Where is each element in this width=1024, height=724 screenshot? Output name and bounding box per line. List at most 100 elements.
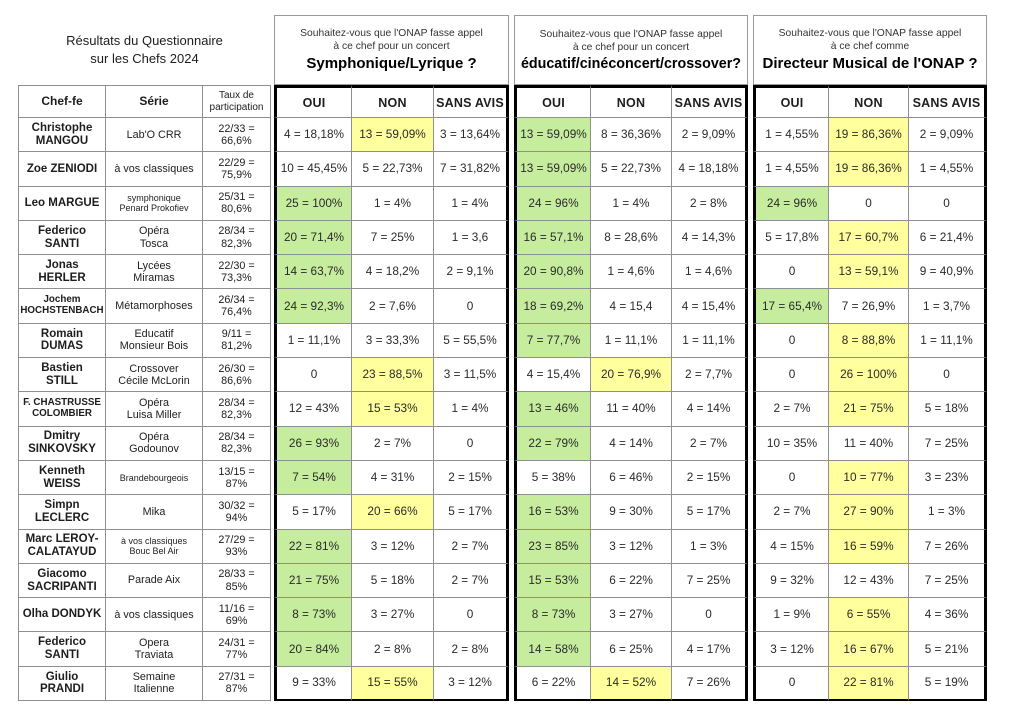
result-cell: 2 = 8%: [434, 632, 509, 667]
result-cell: 1 = 4,55%: [909, 152, 987, 187]
participation-rate: 11/16 = 69%: [203, 598, 271, 633]
result-cell: 4 = 15,4: [591, 289, 672, 324]
result-cell: 0: [434, 289, 509, 324]
result-cell: 5 = 17%: [434, 495, 509, 530]
serie-name: Métamorphoses: [106, 289, 203, 324]
chef-name: Simpn LECLERC: [18, 495, 106, 530]
result-cell: 12 = 43%: [274, 392, 352, 427]
result-cell: 21 = 75%: [274, 563, 352, 599]
page-title: Résultats du Questionnaire sur les Chefs…: [18, 14, 271, 85]
result-cell: 0: [274, 358, 352, 393]
result-cell: 1 = 4%: [591, 186, 672, 221]
result-cell: 1 = 3,7%: [909, 289, 987, 324]
chef-name: Leo MARGUE: [18, 186, 106, 221]
result-cell: 3 = 27%: [591, 598, 672, 633]
serie-name: Opera Traviata: [106, 632, 203, 667]
serie-name: Parade Aix: [106, 563, 203, 599]
participation-rate: 24/31 = 77%: [203, 632, 271, 667]
result-cell: 7 = 25%: [909, 563, 987, 599]
header-non-q3: NON: [829, 85, 909, 118]
result-cell: 16 = 53%: [514, 495, 591, 530]
result-cell: 16 = 57,1%: [514, 220, 591, 256]
result-cell: 7 = 26,9%: [829, 289, 909, 324]
serie-name: à vos classiques: [106, 598, 203, 633]
serie-name: Opéra Luisa Miller: [106, 392, 203, 427]
question-box-educatif: Souhaitez-vous que l'ONAP fasse appel à …: [514, 15, 748, 85]
result-cell: 1 = 11,1%: [672, 323, 748, 359]
serie-name: Educatif Monsieur Bois: [106, 323, 203, 359]
result-cell: 5 = 18%: [909, 392, 987, 427]
result-cell: 1 = 9%: [753, 598, 829, 633]
page-title-line1: Résultats du Questionnaire: [66, 32, 223, 48]
result-cell: 7 = 54%: [274, 460, 352, 496]
participation-rate: 28/34 = 82,3%: [203, 426, 271, 461]
result-cell: 15 = 53%: [352, 392, 434, 427]
question-box-directeur: Souhaitez-vous que l'ONAP fasse appel à …: [753, 15, 987, 85]
result-cell: 1 = 4%: [434, 392, 509, 427]
result-cell: 6 = 22%: [591, 563, 672, 599]
serie-name: Lycées Miramas: [106, 255, 203, 290]
participation-rate: 28/34 = 82,3%: [203, 220, 271, 256]
chef-name: Dmitry SINKOVSKY: [18, 426, 106, 461]
participation-rate: 22/33 = 66,6%: [203, 118, 271, 153]
participation-rate: 28/34 = 82,3%: [203, 392, 271, 427]
result-cell: 5 = 18%: [352, 563, 434, 599]
header-oui-q3: OUI: [753, 85, 829, 118]
serie-name: à vos classiques Bouc Bel Air: [106, 529, 203, 564]
serie-name: Opéra Godounov: [106, 426, 203, 461]
chef-name: Romain DUMAS: [18, 323, 106, 359]
result-cell: 4 = 14,3%: [672, 220, 748, 256]
result-cell: 8 = 73%: [514, 598, 591, 633]
chef-name: Kenneth WEISS: [18, 460, 106, 496]
result-cell: 3 = 12%: [591, 529, 672, 564]
result-cell: 22 = 81%: [829, 666, 909, 702]
serie-name: symphonique Penard Prokofiev: [106, 186, 203, 221]
result-cell: 7 = 25%: [672, 563, 748, 599]
result-cell: 2 = 15%: [434, 460, 509, 496]
result-cell: 0: [753, 255, 829, 290]
result-cell: 5 = 55,5%: [434, 323, 509, 359]
participation-rate: 9/11 = 81,2%: [203, 323, 271, 359]
result-cell: 14 = 58%: [514, 632, 591, 667]
serie-name: Mika: [106, 495, 203, 530]
result-cell: 5 = 22,73%: [591, 152, 672, 187]
result-cell: 14 = 52%: [591, 666, 672, 702]
result-cell: 18 = 69,2%: [514, 289, 591, 324]
result-cell: 13 = 59,1%: [829, 255, 909, 290]
result-cell: 7 = 25%: [352, 220, 434, 256]
result-cell: 12 = 43%: [829, 563, 909, 599]
result-cell: 2 = 15%: [672, 460, 748, 496]
result-cell: 10 = 35%: [753, 426, 829, 461]
result-cell: 25 = 100%: [274, 186, 352, 221]
header-non-q1: NON: [352, 85, 434, 118]
result-cell: 13 = 59,09%: [514, 152, 591, 187]
result-cell: 2 = 9,09%: [909, 118, 987, 153]
result-cell: 9 = 32%: [753, 563, 829, 599]
result-cell: 20 = 76,9%: [591, 358, 672, 393]
header-taux: Taux de participation: [203, 85, 271, 118]
result-cell: 2 = 7%: [434, 563, 509, 599]
result-cell: 21 = 75%: [829, 392, 909, 427]
result-cell: 7 = 77,7%: [514, 323, 591, 359]
result-cell: 7 = 25%: [909, 426, 987, 461]
result-cell: 26 = 93%: [274, 426, 352, 461]
result-cell: 3 = 12%: [753, 632, 829, 667]
question3-line1: Souhaitez-vous que l'ONAP fasse appel: [778, 28, 962, 39]
result-cell: 6 = 21,4%: [909, 220, 987, 256]
result-cell: 4 = 15%: [753, 529, 829, 564]
result-cell: 5 = 22,73%: [352, 152, 434, 187]
result-cell: 2 = 9,1%: [434, 255, 509, 290]
result-cell: 17 = 60,7%: [829, 220, 909, 256]
participation-rate: 27/31 = 87%: [203, 666, 271, 702]
chef-name: Olha DONDYK: [18, 598, 106, 633]
header-oui-q1: OUI: [274, 85, 352, 118]
header-sans-avis-q2: SANS AVIS: [672, 85, 748, 118]
participation-rate: 28/33 = 85%: [203, 563, 271, 599]
result-cell: 6 = 55%: [829, 598, 909, 633]
result-cell: 22 = 79%: [514, 426, 591, 461]
result-cell: 2 = 7,7%: [672, 358, 748, 393]
result-cell: 4 = 18,18%: [672, 152, 748, 187]
result-cell: 3 = 23%: [909, 460, 987, 496]
result-cell: 5 = 17%: [672, 495, 748, 530]
result-cell: 2 = 7%: [352, 426, 434, 461]
